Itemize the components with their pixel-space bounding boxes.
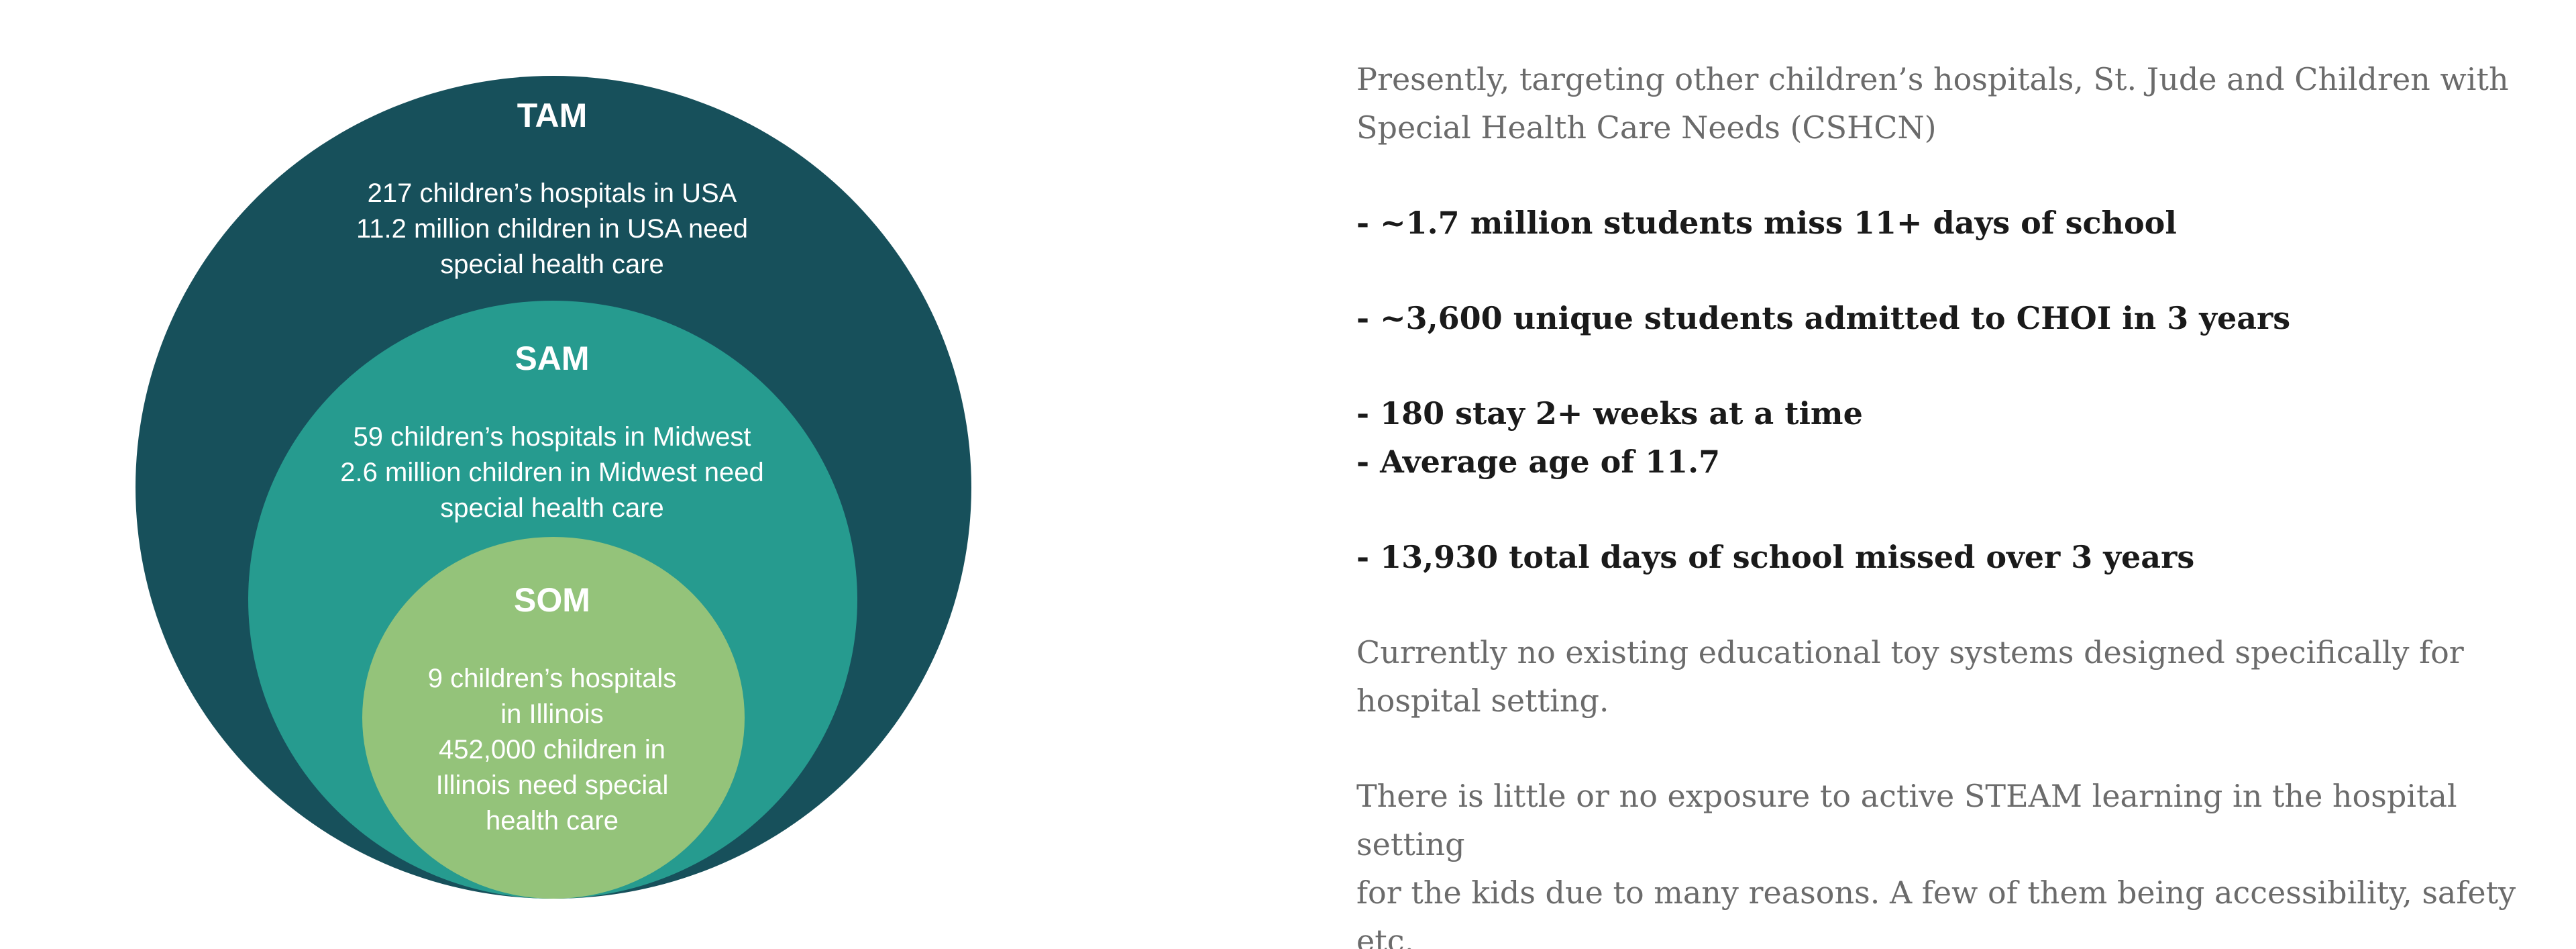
stat-unique-students: - ~3,600 unique students admitted to CHO… (1356, 300, 2291, 336)
som-circle (362, 537, 745, 899)
stat-students-miss: - ~1.7 million students miss 11+ days of… (1356, 205, 2177, 241)
stat-average-age: - Average age of 11.7 (1356, 444, 1721, 480)
som-title: SOM (514, 581, 590, 619)
tam-title: TAM (517, 97, 588, 134)
little-exposure-text: There is little or no exposure to active… (1356, 778, 2516, 949)
no-existing-text: Currently no existing educational toy sy… (1356, 634, 2464, 719)
som-description: 9 children’s hospitals in Illinois 452,0… (427, 664, 677, 836)
stat-stay-length: - 180 stay 2+ weeks at a time (1356, 395, 1863, 432)
market-size-diagram: TAM 217 children’s hospitals in USA 11.2… (0, 0, 1073, 949)
tam-description: 217 children’s hospitals in USA 11.2 mil… (356, 179, 749, 279)
sam-description: 59 children’s hospitals in Midwest 2.6 m… (340, 422, 764, 523)
market-notes: Presently, targeting other children’s ho… (1356, 55, 2551, 949)
sam-title: SAM (515, 340, 590, 377)
intro-text: Presently, targeting other children’s ho… (1356, 61, 2509, 146)
stat-days-missed: - 13,930 total days of school missed ove… (1356, 539, 2195, 575)
